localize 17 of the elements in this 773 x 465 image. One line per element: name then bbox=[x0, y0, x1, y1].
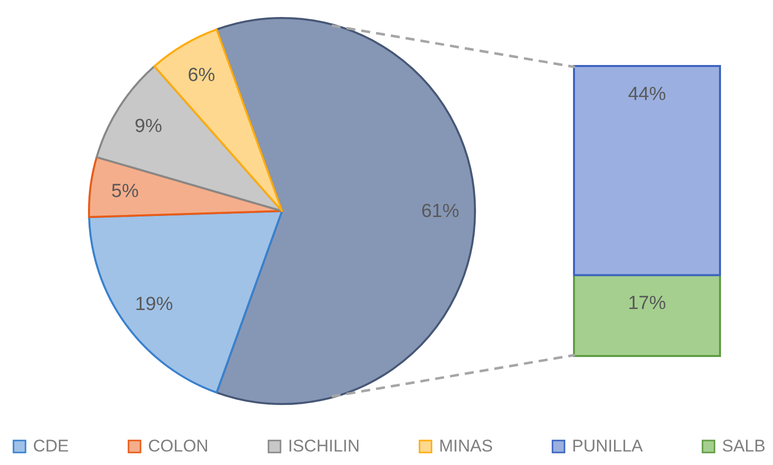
data-label: 19% bbox=[134, 294, 174, 316]
data-label: 9% bbox=[134, 116, 162, 138]
data-label: 44% bbox=[628, 84, 666, 105]
pie-slice bbox=[96, 65, 283, 212]
legend-label: PUNILLA bbox=[572, 436, 644, 456]
data-label: 61% bbox=[421, 201, 460, 222]
data-label: 5% bbox=[111, 181, 139, 202]
legend-label: CDE bbox=[33, 436, 69, 456]
legend-label: SALB bbox=[722, 436, 766, 456]
pie-slice bbox=[88, 210, 283, 394]
data-label: 17% bbox=[628, 293, 666, 314]
legend-label: MINAS bbox=[439, 436, 493, 456]
legend-label: ISCHILIN bbox=[288, 436, 360, 456]
data-label: 6% bbox=[188, 64, 216, 86]
pie-slice bbox=[88, 156, 283, 218]
pie-slice bbox=[216, 17, 476, 405]
legend-label: COLON bbox=[148, 436, 208, 456]
